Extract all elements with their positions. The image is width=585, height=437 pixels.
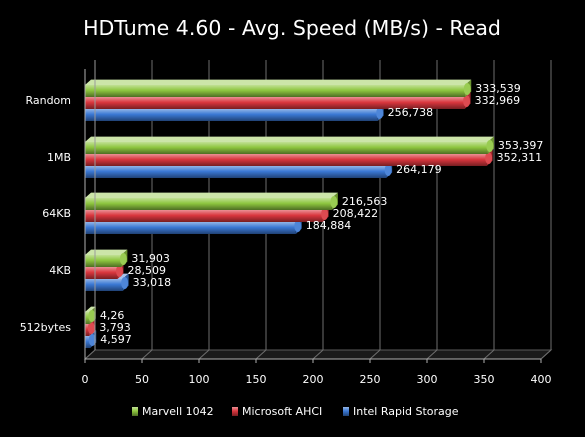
bar <box>85 249 128 267</box>
floor-grid-line <box>198 349 210 360</box>
legend-label: Intel Rapid Storage <box>353 405 459 418</box>
floor-grid-line <box>483 349 495 360</box>
x-tick-label: 300 <box>417 373 438 386</box>
x-tick-label: 50 <box>135 373 149 386</box>
category-label: Random <box>25 94 71 107</box>
axes: 0 50 100 150 200 250 300 350 400 <box>82 60 552 386</box>
x-tick-label: 400 <box>531 373 552 386</box>
value-label: 208,422 <box>333 207 379 220</box>
legend-label: Marvell 1042 <box>142 405 214 418</box>
category-label: 4KB <box>49 264 71 277</box>
bar <box>85 79 472 97</box>
value-label: 28,509 <box>128 264 167 277</box>
legend-label: Microsoft AHCI <box>242 405 322 418</box>
value-label: 31,903 <box>131 252 170 265</box>
floor-grid-line <box>540 349 552 360</box>
value-label: 352,311 <box>497 151 542 164</box>
legend-swatch <box>132 407 138 416</box>
legend-swatch <box>232 407 238 416</box>
floor-grid-line <box>426 349 438 360</box>
floor-grid-line <box>84 349 96 360</box>
value-label: 33,018 <box>133 276 172 289</box>
value-label: 216,563 <box>342 195 388 208</box>
x-tick-label: 250 <box>360 373 381 386</box>
x-tick-label: 200 <box>303 373 324 386</box>
x-tick-label: 350 <box>474 373 495 386</box>
value-label: 264,179 <box>396 163 442 176</box>
category-label: 1MB <box>47 151 71 164</box>
floor-grid-line <box>255 349 267 360</box>
value-label: 184,884 <box>306 219 352 232</box>
bars <box>85 79 494 348</box>
bar <box>85 136 494 154</box>
x-tick-label: 0 <box>82 373 89 386</box>
value-label: 256,738 <box>388 106 434 119</box>
chart-title: HDTume 4.60 - Avg. Speed (MB/s) - Read <box>83 16 501 40</box>
floor-grid-line <box>369 349 381 360</box>
floor-grid-line <box>141 349 153 360</box>
category-label: 64KB <box>42 207 71 220</box>
legend: Marvell 1042 Microsoft AHCI Intel Rapid St… <box>132 405 459 418</box>
category-label: 512bytes <box>20 321 72 334</box>
floor-grid-line <box>312 349 324 360</box>
value-label: 353,397 <box>498 139 543 152</box>
legend-swatch <box>343 407 349 416</box>
bar <box>85 192 338 210</box>
bar <box>85 306 96 324</box>
value-label: 332,969 <box>475 94 521 107</box>
value-label: 4,26 <box>100 309 125 322</box>
value-label: 4,597 <box>100 333 131 346</box>
x-tick-label: 150 <box>246 373 267 386</box>
value-label: 333,539 <box>475 82 521 95</box>
value-label: 3,793 <box>99 321 131 334</box>
x-tick-label: 100 <box>189 373 210 386</box>
